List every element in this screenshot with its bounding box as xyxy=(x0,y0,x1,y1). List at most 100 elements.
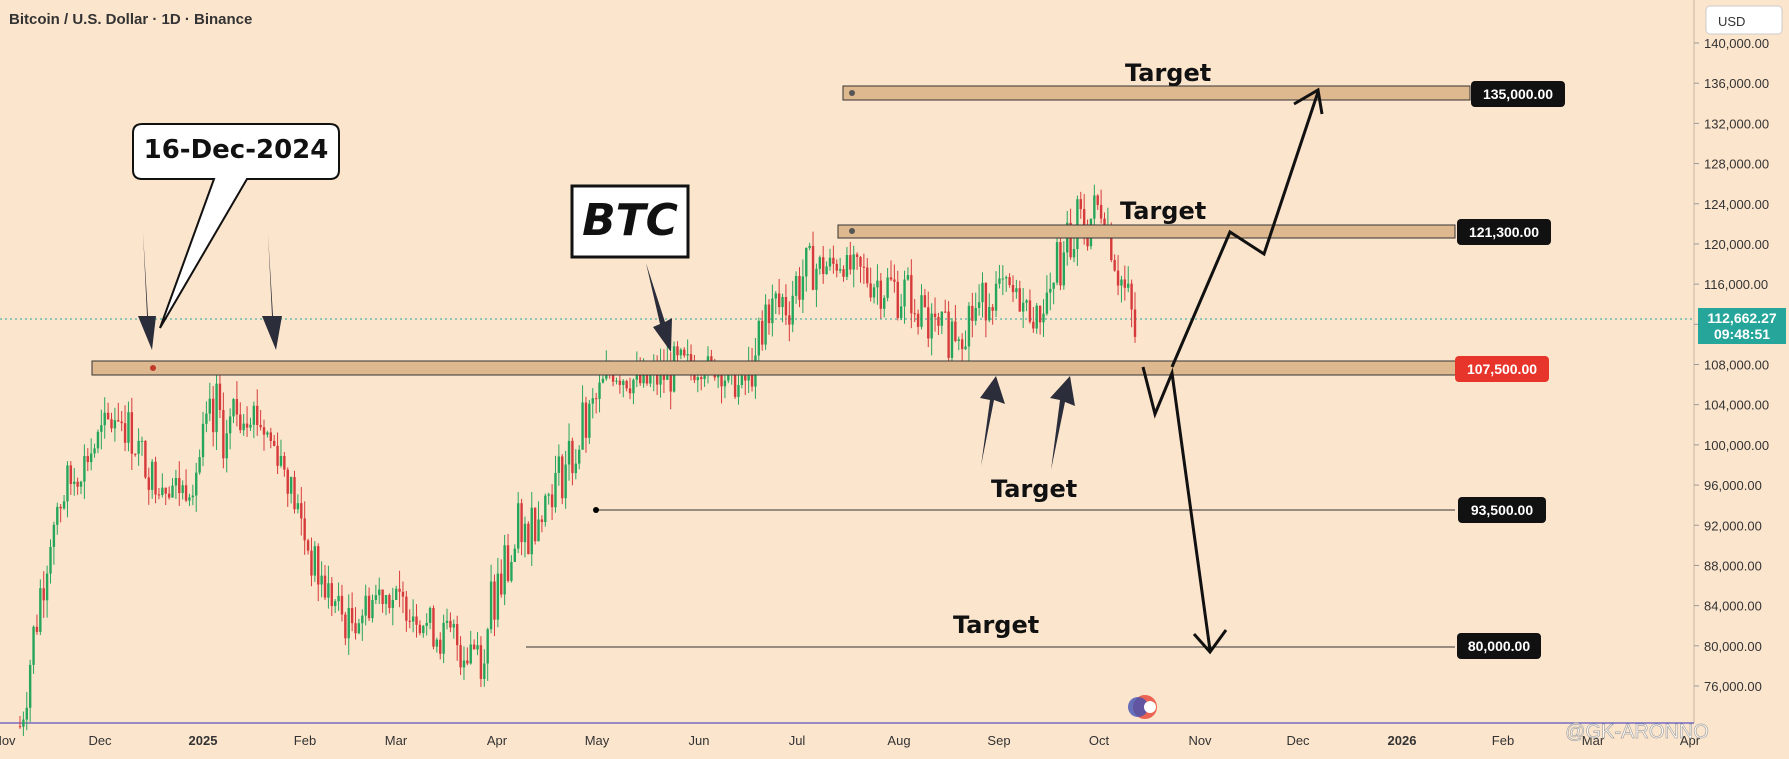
candle-body xyxy=(130,412,134,454)
y-tick-label: 132,000.00 xyxy=(1704,116,1769,131)
candle-body xyxy=(56,506,59,525)
candle-body xyxy=(178,478,181,494)
candle-body xyxy=(449,620,452,628)
zone-handle[interactable] xyxy=(849,228,855,234)
candle-body xyxy=(577,449,581,464)
candle-body xyxy=(1042,313,1045,323)
candle-body xyxy=(432,608,435,647)
zone-135000[interactable] xyxy=(842,85,1471,101)
candle-body xyxy=(567,440,571,465)
candle-body xyxy=(828,257,832,267)
candle-body xyxy=(503,545,506,595)
candle-body xyxy=(89,453,93,463)
candle-body xyxy=(1032,321,1035,329)
candle-body xyxy=(683,349,686,356)
level-handle[interactable] xyxy=(593,507,599,513)
candle-body xyxy=(201,423,205,458)
y-tick-label: 96,000.00 xyxy=(1704,478,1762,493)
candle-body xyxy=(849,255,852,270)
candle-body xyxy=(994,283,998,311)
candle-body xyxy=(350,607,354,624)
candle-body xyxy=(123,423,127,443)
candle-body xyxy=(235,399,239,415)
candle-body xyxy=(872,287,876,298)
tag-121300: 121,300.00 xyxy=(1457,219,1551,245)
candle-body xyxy=(361,615,364,624)
candle-body xyxy=(527,523,530,555)
candle-body xyxy=(188,497,191,501)
candle-body xyxy=(405,596,408,621)
candle-body xyxy=(859,257,862,267)
candle-body xyxy=(642,367,645,384)
zone-121300[interactable] xyxy=(837,224,1456,239)
candle-body xyxy=(991,307,994,311)
candle-body xyxy=(500,573,503,595)
currency-selector[interactable]: USD xyxy=(1705,5,1783,35)
candle-body xyxy=(327,583,330,598)
candle-body xyxy=(896,281,899,318)
candle-body xyxy=(964,346,967,350)
candle-body xyxy=(960,339,964,350)
candle-body xyxy=(632,379,635,394)
candle-body xyxy=(1018,288,1021,312)
candle-body xyxy=(323,575,327,598)
candle-body xyxy=(198,457,201,473)
x-tick-label: May xyxy=(585,733,610,748)
candle-body xyxy=(161,487,164,496)
candle-body xyxy=(791,295,794,325)
bullish-arrowhead-icon xyxy=(1293,87,1324,115)
candle-body xyxy=(279,455,283,466)
candle-body xyxy=(1049,288,1052,293)
candle-body xyxy=(42,588,45,601)
current-price-value: 112,662.27 xyxy=(1707,310,1777,326)
x-tick-label: Nov xyxy=(0,733,16,748)
candle-body xyxy=(710,356,713,362)
candle-body xyxy=(1069,222,1072,258)
zone-107500[interactable] xyxy=(91,360,1471,376)
candle-body xyxy=(910,275,913,314)
candle-body xyxy=(313,546,317,576)
candle-body xyxy=(516,503,520,549)
candle-body xyxy=(493,581,496,620)
candle-body xyxy=(944,311,947,313)
candle-body xyxy=(306,540,310,551)
candle-body xyxy=(927,307,930,339)
candle-body xyxy=(794,275,798,296)
date-callout[interactable]: 16-Dec-2024 xyxy=(132,123,340,329)
candle-body xyxy=(59,506,62,509)
candle-body xyxy=(96,431,100,449)
candle-body xyxy=(262,427,266,435)
candle-body xyxy=(394,588,398,600)
candle-body xyxy=(472,644,476,650)
candle-body xyxy=(93,448,96,454)
candle-body xyxy=(581,402,584,450)
currency-label: USD xyxy=(1718,14,1745,29)
tag-107500-text: 107,500.00 xyxy=(1467,361,1537,377)
candle-body xyxy=(364,595,367,616)
candle-body xyxy=(811,245,815,290)
candle-body xyxy=(550,494,554,508)
candle-body xyxy=(530,507,533,555)
candle-body xyxy=(822,257,825,275)
candle-body xyxy=(1113,260,1116,271)
candle-body xyxy=(649,375,652,384)
current-price-countdown: 09:48:51 xyxy=(1714,326,1770,342)
candle-body xyxy=(147,477,150,490)
candle-body xyxy=(974,307,977,321)
candle-body xyxy=(588,403,591,438)
candle-body xyxy=(862,266,866,268)
x-tick-label: Apr xyxy=(1680,733,1701,748)
candle-body xyxy=(452,624,455,628)
candle-body xyxy=(801,276,805,300)
symbol-label-box[interactable]: BTC xyxy=(570,184,690,259)
candle-body xyxy=(818,257,822,269)
candle-body xyxy=(184,485,188,501)
candle-body xyxy=(462,660,466,668)
candle-body xyxy=(303,518,306,541)
candle-body xyxy=(876,280,879,288)
time-axis[interactable]: Nov Dec 2025 Feb Mar Apr May Jun Jul Aug Sep Oct Nov… xyxy=(0,733,1701,748)
zone-handle[interactable] xyxy=(849,90,855,96)
candle-body xyxy=(286,469,289,494)
zone-handle[interactable] xyxy=(150,365,156,371)
